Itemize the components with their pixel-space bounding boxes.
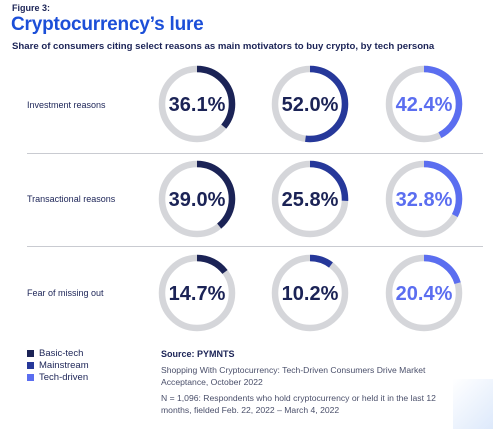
row-label-investment: Investment reasons <box>27 100 106 110</box>
donut-value-label: 39.0% <box>169 189 226 211</box>
row-label-fomo: Fear of missing out <box>27 288 104 298</box>
donut-arc-mainstream-row0 <box>271 65 349 143</box>
legend-label: Mainstream <box>39 360 89 371</box>
source-title: Source: PYMNTS <box>161 349 235 359</box>
donut-value-label: 20.4% <box>396 283 453 305</box>
donut-value-label: 52.0% <box>282 94 339 116</box>
donut-arc-tech-driven-row1 <box>385 160 463 238</box>
legend-swatch <box>27 362 34 369</box>
legend-item-mainstream: Mainstream <box>27 360 89 371</box>
donut-arc-basic-tech-row2 <box>158 254 236 332</box>
chart-subtitle: Share of consumers citing select reasons… <box>12 41 435 52</box>
donut-arc-mainstream-row2 <box>271 254 349 332</box>
row-divider <box>27 246 483 247</box>
donut-arc-tech-driven-row2 <box>385 254 463 332</box>
source-line: Shopping With Cryptocurrency: Tech-Drive… <box>161 365 426 387</box>
donut-value-label: 36.1% <box>169 94 226 116</box>
donut-value-label: 25.8% <box>282 189 339 211</box>
donut-arc-basic-tech-row1 <box>158 160 236 238</box>
donut-value-label: 10.2% <box>282 283 339 305</box>
legend-item-tech-driven: Tech-driven <box>27 372 89 383</box>
sample-note: N = 1,096: Respondents who hold cryptocu… <box>161 393 436 415</box>
row-label-transactional: Transactional reasons <box>27 194 116 204</box>
donut-arc-basic-tech-row0 <box>158 65 236 143</box>
legend: Basic-tech Mainstream Tech-driven <box>27 348 89 384</box>
donut-value-label: 42.4% <box>396 94 453 116</box>
donut-value-label: 14.7% <box>169 283 226 305</box>
donut-arc-tech-driven-row0 <box>385 65 463 143</box>
chart-title: Cryptocurrency’s lure <box>11 14 204 35</box>
row-divider <box>27 153 483 154</box>
legend-item-basic-tech: Basic-tech <box>27 348 89 359</box>
legend-label: Tech-driven <box>39 372 89 383</box>
legend-swatch <box>27 374 34 381</box>
source-block: Source: PYMNTS Shopping With Cryptocurre… <box>161 348 451 420</box>
corner-decoration <box>453 379 493 429</box>
donut-value-label: 32.8% <box>396 189 453 211</box>
legend-swatch <box>27 350 34 357</box>
donut-arc-mainstream-row1 <box>271 160 349 238</box>
figure-label: Figure 3: <box>12 3 51 13</box>
legend-label: Basic-tech <box>39 348 84 359</box>
